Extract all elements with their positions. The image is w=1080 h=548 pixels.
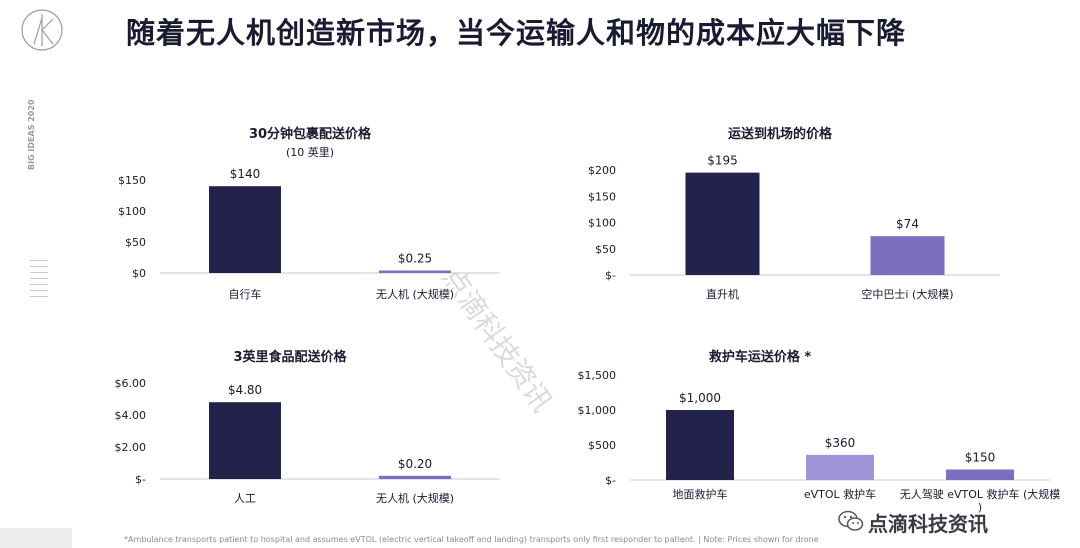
chart-food-delivery: 3英里食品配送价格 $- $2.00 $4.00 $6.00 $4.80 人工 $0.20 无人…: [110, 345, 510, 515]
y-tick-label: $200: [588, 164, 616, 177]
chart-title: 30分钟包裹配送价格: [249, 126, 372, 142]
y-tick-label: $-: [605, 269, 616, 282]
category-label: ): [978, 501, 982, 514]
bar-value-label: $0.20: [398, 457, 432, 471]
category-label: 自行车: [229, 287, 262, 301]
side-label-text: BIG IDEAS 2020: [27, 99, 36, 170]
bar-value-label: $0.25: [398, 252, 432, 266]
y-tick-label: $50: [595, 243, 616, 256]
bar: [209, 402, 281, 479]
brand-text: 点滴科技资讯: [868, 512, 988, 536]
y-tick-label: $100: [118, 205, 146, 218]
chart-title: 救护车运送价格 *: [709, 349, 812, 365]
page-title: 随着无人机创造新市场，当今运输人和物的成本应大幅下降: [126, 16, 907, 50]
bar-value-label: $195: [707, 154, 738, 168]
side-decoration: [30, 260, 48, 302]
footnote: *Ambulance transports patient to hospita…: [124, 535, 819, 544]
category-label: 地面救护车: [673, 487, 728, 501]
bar: [209, 186, 281, 273]
category-label: 空中巴士i (大规模): [861, 287, 953, 301]
chart-svg: 救护车运送价格 * $- $500 $1,000 $1,500 $1,000 地面救护车 $3…: [578, 349, 1061, 514]
ark-logo-icon: [21, 9, 63, 51]
side-label: BIG IDEAS 2020: [27, 99, 57, 178]
y-tick-label: $1,500: [578, 369, 617, 382]
chart-ambulance-transport: 救护车运送价格 * $- $500 $1,000 $1,500 $1,000 地面救护车 $3…: [578, 345, 1061, 525]
y-tick-label: $-: [135, 473, 146, 486]
y-tick-label: $1,000: [578, 404, 617, 417]
bar: [870, 236, 945, 275]
y-tick-label: $6.00: [115, 377, 147, 390]
bar-value-label: $1,000: [679, 391, 721, 405]
chart-svg: 30分钟包裹配送价格 (10 英里) $0 $50 $100 $150 $140 自行车 $0.…: [118, 126, 500, 301]
category-label: 直升机: [706, 287, 739, 301]
chart-airport-transport: 运送到机场的价格 $- $50 $100 $150 $200 $195 直升机 $74 空中巴士i…: [580, 120, 1010, 310]
y-tick-label: $4.00: [115, 409, 147, 422]
y-tick-label: $150: [588, 190, 616, 203]
y-tick-label: $0: [132, 267, 146, 280]
chart-svg: 运送到机场的价格 $- $50 $100 $150 $200 $195 直升机 $74 空中巴士i…: [588, 126, 1000, 301]
bar: [379, 475, 451, 479]
bar-value-label: $4.80: [228, 383, 262, 397]
y-tick-label: $50: [125, 236, 146, 249]
bar: [806, 454, 874, 480]
bar: [379, 270, 451, 273]
category-label: 无人驾驶 eVTOL 救护车 (大规模: [900, 487, 1061, 501]
y-tick-label: $100: [588, 217, 616, 230]
wechat-icon: [838, 510, 864, 531]
category-label: 人工: [234, 492, 256, 505]
chart-svg: 3英里食品配送价格 $- $2.00 $4.00 $6.00 $4.80 人工 $0.20 无人…: [115, 349, 500, 505]
y-tick-label: $-: [605, 474, 616, 487]
y-tick-label: $500: [588, 439, 616, 452]
bar-value-label: $360: [825, 436, 856, 450]
bar: [666, 410, 734, 480]
chart-subtitle: (10 英里): [286, 145, 334, 159]
bar: [946, 469, 1014, 480]
corner-box: [0, 528, 72, 548]
chart-package-delivery: 30分钟包裹配送价格 (10 英里) $0 $50 $100 $150 $140 自行车 $0.…: [110, 120, 510, 310]
y-tick-label: $2.00: [115, 441, 147, 454]
chart-title: 运送到机场的价格: [728, 126, 833, 142]
bar: [685, 172, 760, 275]
bar-value-label: $150: [965, 451, 996, 465]
y-tick-label: $150: [118, 174, 146, 187]
category-label: 无人机 (大规模): [376, 287, 454, 301]
category-label: eVTOL 救护车: [804, 487, 876, 501]
category-label: 无人机 (大规模): [376, 491, 454, 505]
bar-value-label: $140: [230, 167, 261, 181]
bar-value-label: $74: [896, 217, 919, 231]
chart-title: 3英里食品配送价格: [233, 349, 347, 365]
